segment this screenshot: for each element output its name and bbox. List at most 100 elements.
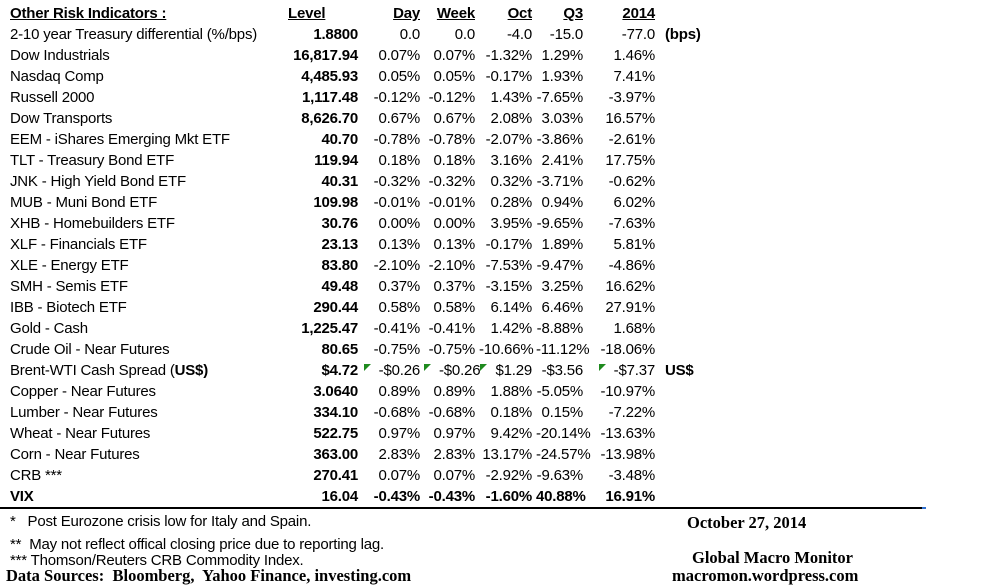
oct-cell: 0.28% <box>490 194 532 211</box>
oct-cell: 6.14% <box>490 299 532 316</box>
level-cell: 522.75 <box>313 425 358 442</box>
week-cell: -0.01% <box>428 194 476 211</box>
column-header-week: Week <box>424 3 479 24</box>
q3-cell: -3.71% <box>536 173 584 190</box>
report-date: October 27, 2014 <box>687 513 807 532</box>
level-cell: 23.13 <box>321 236 358 253</box>
unit-note-cell <box>659 87 769 108</box>
year-2014-cell: 1.46% <box>613 47 655 64</box>
column-header-2014: 2014 <box>587 3 659 24</box>
table-row: CRB *** 270.41 0.07% 0.07% -2.92% -9.63%… <box>0 465 981 486</box>
column-header-level-text: Level <box>288 5 326 22</box>
row-label-text: XHB - Homebuilders ETF <box>10 215 175 232</box>
row-label-text: Brent-WTI Cash Spread ( <box>10 362 175 379</box>
row-label-text: Dow Transports <box>10 110 113 127</box>
oct-cell: -2.92% <box>485 467 533 484</box>
row-label-bold-text: US$) <box>174 362 209 379</box>
week-cell: 0.37% <box>433 278 475 295</box>
row-label: XHB - Homebuilders ETF <box>0 213 285 234</box>
column-header-2014-text: 2014 <box>622 5 655 22</box>
oct-cell: 0.32% <box>490 173 532 190</box>
bottom-rule <box>0 507 922 509</box>
table-row: XLF - Financials ETF 23.13 0.13% 0.13% -… <box>0 234 981 255</box>
q3-cell: -3.86% <box>536 131 584 148</box>
q3-cell: -9.63% <box>536 467 584 484</box>
week-cell: 0.00% <box>433 215 475 232</box>
oct-cell: -10.66% <box>479 341 534 358</box>
unit-note-cell: (bps) <box>665 26 701 43</box>
row-label-text: MUB - Muni Bond ETF <box>10 194 158 211</box>
row-label: Brent-WTI Cash Spread (US$) <box>0 360 285 381</box>
q3-cell: 2.41% <box>541 152 583 169</box>
table-row: Crude Oil - Near Futures 80.65 -0.75% -0… <box>0 339 981 360</box>
unit-note-cell <box>659 444 769 465</box>
q3-cell: -$3.56 <box>541 362 584 379</box>
oct-cell: -1.60% <box>485 488 533 505</box>
row-label: MUB - Muni Bond ETF <box>0 192 285 213</box>
footnote-3: *** Thomson/Reuters CRB Commodity Index. <box>10 552 304 569</box>
day-cell: -0.68% <box>373 404 421 421</box>
column-header-oct: Oct <box>479 3 536 24</box>
year-2014-cell: 27.91% <box>605 299 655 316</box>
unit-note-cell <box>659 255 769 276</box>
day-cell: 0.07% <box>378 467 420 484</box>
unit-note-cell <box>659 192 769 213</box>
row-label: JNK - High Yield Bond ETF <box>0 171 285 192</box>
row-label-text: XLF - Financials ETF <box>10 236 147 253</box>
table-row: XHB - Homebuilders ETF 30.76 0.00% 0.00%… <box>0 213 981 234</box>
day-cell: 0.13% <box>378 236 420 253</box>
table-row: SMH - Semis ETF 49.48 0.37% 0.37% -3.15%… <box>0 276 981 297</box>
year-2014-cell: -7.22% <box>608 404 656 421</box>
column-header-note-spacer <box>659 3 769 24</box>
oct-cell: 0.18% <box>490 404 532 421</box>
day-cell: -0.32% <box>373 173 421 190</box>
row-label-text: Nasdaq Comp <box>10 68 104 85</box>
q3-cell: 3.03% <box>541 110 583 127</box>
row-label-text: Copper - Near Futures <box>10 383 156 400</box>
unit-note-cell <box>659 213 769 234</box>
day-cell: -0.12% <box>373 89 421 106</box>
year-2014-cell: 7.41% <box>613 68 655 85</box>
level-cell: 30.76 <box>321 215 358 232</box>
unit-note-cell <box>659 402 769 423</box>
week-cell: -0.41% <box>428 320 476 337</box>
year-2014-cell: 16.57% <box>605 110 655 127</box>
week-cell: 0.05% <box>433 68 475 85</box>
day-cell: -0.43% <box>373 488 421 505</box>
column-header-week-text: Week <box>436 5 475 22</box>
week-cell: -0.32% <box>428 173 476 190</box>
unit-note-cell <box>659 234 769 255</box>
oct-cell: 2.08% <box>490 110 532 127</box>
brand-website: macromon.wordpress.com <box>672 566 859 585</box>
week-cell: 0.89% <box>433 383 475 400</box>
level-cell: 1,225.47 <box>301 320 358 337</box>
day-cell: 0.18% <box>378 152 420 169</box>
year-2014-cell: -10.97% <box>600 383 656 400</box>
table-row: Dow Transports 8,626.70 0.67% 0.67% 2.08… <box>0 108 981 129</box>
week-cell: 0.07% <box>433 47 475 64</box>
row-label-text: VIX <box>10 488 34 505</box>
day-cell: 0.07% <box>378 47 420 64</box>
row-label: CRB *** <box>0 465 285 486</box>
q3-cell: -7.65% <box>536 89 584 106</box>
unit-note-cell <box>659 318 769 339</box>
table-row: XLE - Energy ETF 83.80 -2.10% -2.10% -7.… <box>0 255 981 276</box>
day-cell: -0.75% <box>373 341 421 358</box>
row-label: XLE - Energy ETF <box>0 255 285 276</box>
week-cell: -0.75% <box>428 341 476 358</box>
q3-cell: 40.88% <box>536 488 586 505</box>
brand-name: Global Macro Monitor <box>692 548 854 567</box>
day-cell: 0.00% <box>378 215 420 232</box>
week-cell: 2.83% <box>433 446 475 463</box>
level-cell: 8,626.70 <box>301 110 358 127</box>
day-cell: 0.37% <box>378 278 420 295</box>
row-label: Wheat - Near Futures <box>0 423 285 444</box>
oct-cell: 13.17% <box>482 446 532 463</box>
level-cell: 80.65 <box>321 341 358 358</box>
table-row: JNK - High Yield Bond ETF 40.31 -0.32% -… <box>0 171 981 192</box>
row-label-text: 2-10 year Treasury differential (%/bps) <box>10 26 258 43</box>
row-label: TLT - Treasury Bond ETF <box>0 150 285 171</box>
unit-note-cell <box>659 486 769 507</box>
day-cell: 0.0 <box>399 26 420 43</box>
row-label: IBB - Biotech ETF <box>0 297 285 318</box>
